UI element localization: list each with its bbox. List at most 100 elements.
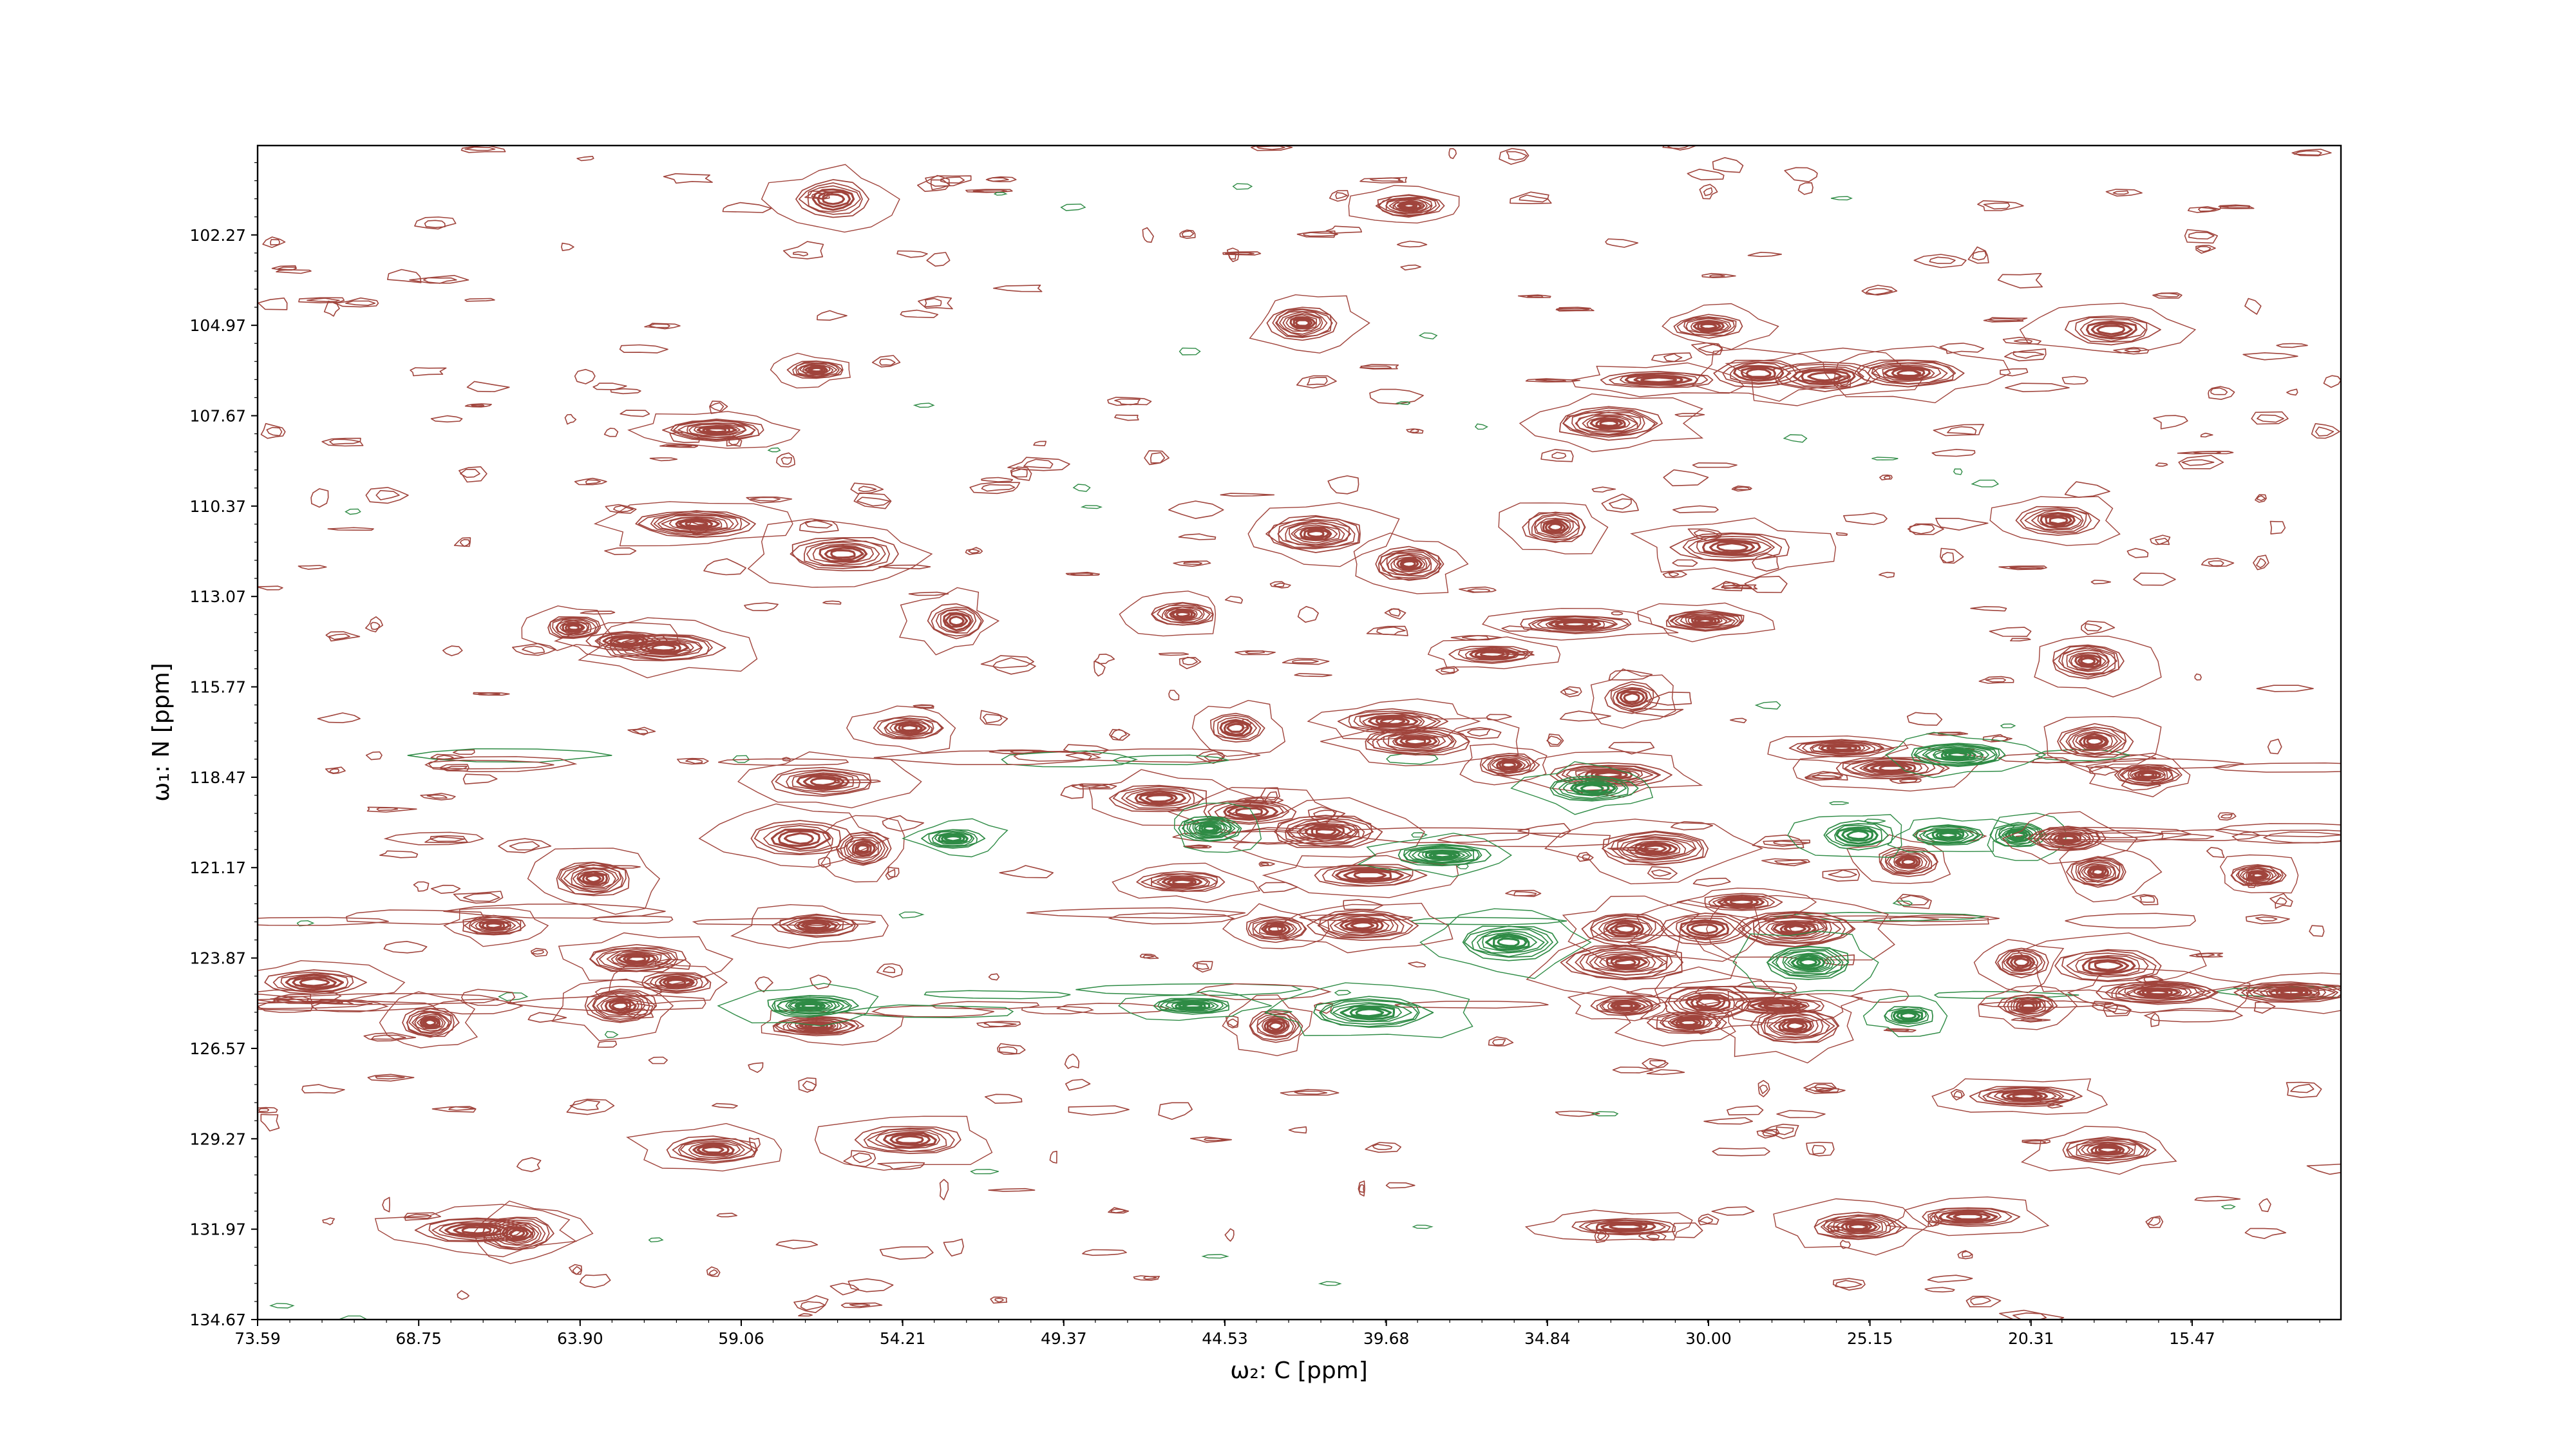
noise-contour (677, 757, 709, 765)
noise-contour (1672, 505, 1719, 513)
streak-contour (718, 758, 849, 766)
noise-contour (1721, 585, 1752, 589)
streak-contour (443, 904, 666, 919)
positive-peak (2019, 303, 2197, 354)
streak-contour (1001, 750, 1139, 768)
positive-peak (593, 501, 793, 547)
noise-contour (1288, 1126, 1307, 1134)
noise-contour (1861, 285, 1898, 296)
noise-contour (2090, 580, 2111, 585)
noise-contour (2132, 894, 2159, 905)
noise-contour (2255, 916, 2278, 922)
noise-contour (270, 239, 280, 246)
noise-contour (878, 564, 931, 569)
noise-contour (2253, 1001, 2276, 1014)
noise-contour (1663, 353, 1683, 363)
noise-contour (1712, 1147, 1770, 1157)
noise-contour (1935, 518, 1989, 531)
noise-contour (365, 751, 383, 761)
noise-contour (1196, 963, 1209, 970)
noise-contour (2251, 411, 2289, 425)
noise-contour (1365, 1142, 1401, 1153)
noise-contour (307, 298, 340, 303)
noise-contour (1804, 771, 1848, 781)
noise-contour (1519, 194, 1549, 203)
positive-peak (379, 991, 478, 1048)
noise-contour (755, 976, 773, 992)
noise-contour (2004, 348, 2047, 362)
noise-contour (913, 705, 934, 708)
noise-contour (574, 368, 596, 384)
noise-contour (2201, 558, 2235, 567)
noise-contour (782, 241, 824, 260)
noise-contour (2257, 414, 2284, 423)
positive-peak (1773, 1198, 1928, 1256)
noise-contour (2208, 386, 2235, 400)
negative-peak (1862, 995, 1948, 1037)
noise-contour (2256, 558, 2266, 569)
noise-contour (1297, 606, 1319, 623)
noise-contour (2286, 1081, 2322, 1098)
noise-contour (968, 549, 980, 554)
positive-peak (737, 751, 922, 809)
noise-contour (1082, 1249, 1127, 1256)
noise-contour (1646, 1069, 1685, 1075)
noise-contour (802, 1081, 817, 1092)
noise-contour (1325, 225, 1362, 234)
positive-peak (1590, 668, 1676, 729)
noise-contour (1608, 669, 1653, 681)
noise-contour (871, 355, 901, 368)
negative-peak (902, 818, 1009, 858)
noise-contour (793, 251, 808, 257)
noise-contour (1609, 498, 1632, 510)
noise-contour (1970, 606, 2007, 612)
noise-contour (579, 1274, 611, 1288)
noise-contour (1063, 744, 1109, 755)
noise-contour (1313, 810, 1336, 819)
noise-contour (516, 1157, 542, 1173)
noise-contour (1220, 493, 1275, 497)
noise-contour (2257, 495, 2266, 501)
noise-contour (2293, 150, 2322, 156)
negative-peak (1887, 817, 2016, 853)
noise-contour (1555, 308, 1590, 311)
noise-contour-negative (1831, 196, 1853, 201)
positive-peak (747, 518, 933, 588)
streak-contour (1013, 750, 1093, 762)
noise-contour (2290, 1083, 2315, 1094)
noise-contour (1273, 582, 1285, 587)
noise-contour (2150, 1012, 2160, 1027)
positive-peak (1276, 902, 1454, 954)
noise-contour (918, 296, 953, 310)
noise-contour (840, 1302, 883, 1309)
noise-contour (908, 591, 949, 596)
streak-contour (2212, 762, 2341, 773)
noise-contour (917, 175, 950, 192)
noise-contour (2126, 547, 2149, 558)
y-tick-label: 121.17 (190, 858, 246, 877)
noise-contour (1173, 560, 1211, 567)
noise-contour (990, 1296, 1008, 1304)
noise-contour (1962, 1251, 1973, 1258)
noise-contour (1983, 317, 2028, 323)
noise-contour-negative (1072, 484, 1091, 492)
noise-contour (744, 602, 779, 611)
noise-contour (1183, 562, 1202, 565)
noise-contour (1314, 1002, 1334, 1014)
noise-contour (1803, 1083, 1837, 1092)
noise-contour (1070, 573, 1094, 576)
noise-contour (1709, 274, 1725, 278)
noise-contour (1448, 148, 1457, 159)
positive-peak (1676, 887, 1817, 921)
y-tick-label: 107.67 (190, 406, 246, 425)
negative-peak (1357, 833, 1512, 878)
noise-contour (1761, 1123, 1799, 1139)
noise-contour (992, 285, 1043, 292)
noise-contour (367, 1074, 415, 1082)
positive-peak (1833, 345, 2011, 404)
noise-contour (1517, 823, 1571, 838)
negative-peak (1118, 990, 1272, 1021)
noise-contour (1409, 428, 1419, 433)
noise-contour (1605, 238, 1638, 248)
